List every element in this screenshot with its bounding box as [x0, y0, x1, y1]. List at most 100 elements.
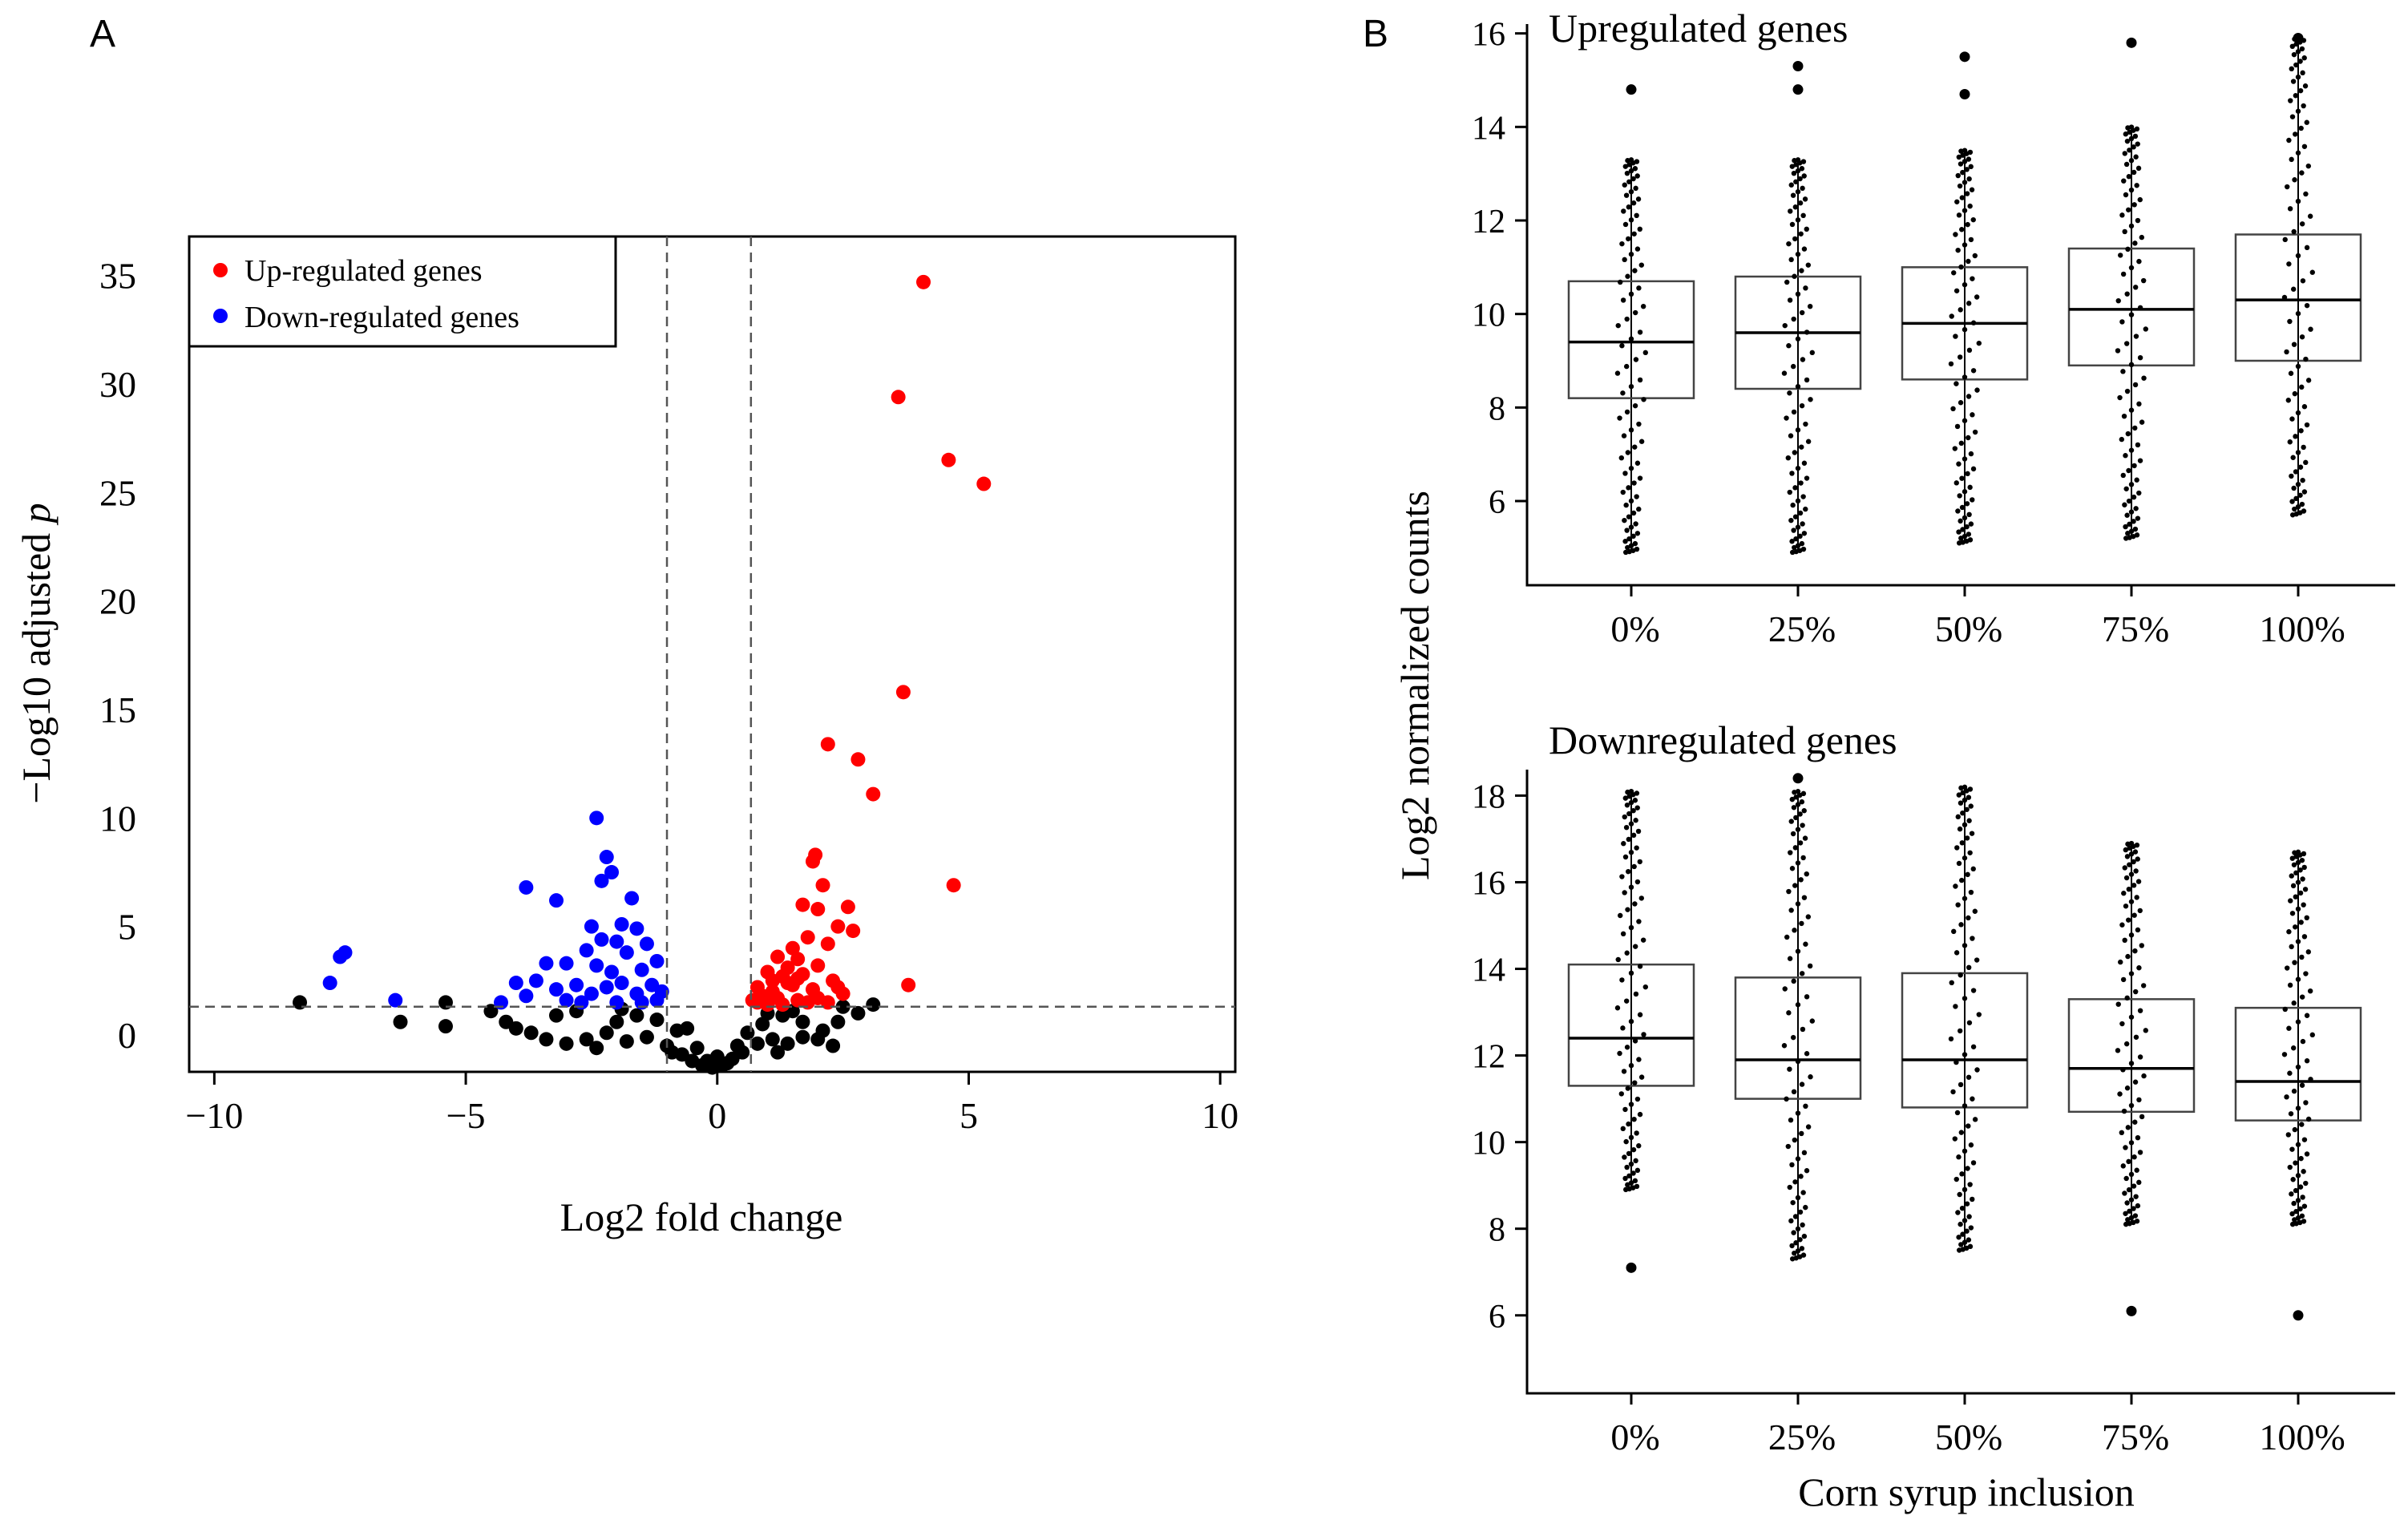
y-tick-label: 6 [1489, 1299, 1505, 1336]
gene-point [1632, 1080, 1638, 1085]
gene-point [1974, 1067, 1980, 1073]
gene-point [2290, 79, 2297, 84]
gene-point [2122, 228, 2127, 235]
gene-point [1962, 180, 1968, 185]
gene-point [1950, 1089, 1956, 1095]
up-regulated-point [891, 390, 906, 405]
gene-point [2305, 378, 2312, 383]
gene-point [1622, 182, 1627, 188]
gene-point [2123, 1175, 2129, 1182]
gene-point [2135, 1134, 2141, 1141]
down-regulated-point [599, 850, 614, 865]
box-25% [1734, 61, 1862, 556]
gene-point [1637, 377, 1643, 383]
gene-point [2135, 141, 2140, 147]
gene-point [2131, 859, 2136, 865]
y-tick-label: 8 [1489, 1212, 1505, 1249]
gene-point [2135, 165, 2142, 172]
gene-point [1795, 217, 1801, 223]
down-regulated-point [589, 810, 604, 826]
gene-point [2117, 1091, 2123, 1097]
gene-point [1962, 242, 1968, 248]
gene-point [1799, 1081, 1805, 1087]
gene-point [1628, 1134, 1634, 1141]
gene-point [2295, 939, 2301, 944]
gene-point [2121, 891, 2127, 896]
gene-point [1628, 336, 1634, 342]
gene-point [2295, 74, 2301, 80]
gene-point [1626, 868, 1631, 875]
gene-point [1626, 236, 1631, 242]
gene-point [2131, 883, 2137, 888]
downregulated-boxplot: Downregulated genes 6 8 10 12 14 16 18 0% 25% 50… [1472, 718, 2395, 1457]
gene-point [1962, 895, 1968, 901]
gene-point [1626, 514, 1632, 519]
gene-point [1801, 531, 1808, 536]
up-regulated-point [846, 924, 861, 939]
gene-point [1954, 199, 1960, 204]
gene-point [2301, 851, 2307, 857]
gene-point [2291, 342, 2297, 347]
y-tick-label: 14 [1472, 952, 1505, 989]
non-significant-point [549, 1008, 564, 1023]
gene-point [2128, 1102, 2135, 1109]
y-tick-label: 10 [99, 798, 136, 839]
gene-point [1624, 528, 1630, 533]
volcano-y-axis-title-italic: p [14, 503, 59, 525]
gene-point [1622, 517, 1627, 523]
gene-point [2119, 436, 2125, 443]
box-0% [1567, 788, 1695, 1273]
gene-point [1624, 170, 1630, 176]
gene-point [1966, 1020, 1973, 1025]
gene-point [1800, 790, 1807, 797]
gene-point [1781, 1043, 1788, 1049]
gene-point [1799, 920, 1804, 927]
up-regulated-point [840, 899, 855, 915]
gene-point [2131, 144, 2136, 150]
gene-point [1632, 166, 1638, 172]
down-regulated-point [549, 893, 564, 908]
non-significant-point [755, 1017, 770, 1032]
gene-point [2131, 519, 2136, 524]
gene-point [2290, 455, 2296, 460]
gene-point [1634, 531, 1641, 536]
gene-point [2301, 934, 2308, 940]
y-tick-label: 8 [1489, 390, 1505, 427]
gene-point [1964, 501, 1970, 507]
gene-point [1797, 840, 1804, 846]
gene-point [1969, 187, 1975, 192]
gene-point [2297, 59, 2303, 64]
gene-point [2131, 463, 2137, 469]
gene-point [2291, 1088, 2297, 1094]
x-tick-label: 0% [1610, 608, 1659, 649]
gene-point [1795, 1248, 1801, 1254]
gene-point [2136, 490, 2142, 496]
gene-point [1803, 941, 1808, 947]
gene-point [1801, 808, 1807, 814]
gene-point [2304, 302, 2310, 309]
gene-point [1957, 826, 1963, 832]
up-regulated-point [810, 958, 826, 973]
box [2234, 233, 2362, 362]
gene-point [2128, 187, 2135, 193]
gene-point [2293, 1160, 2298, 1166]
gene-point [1642, 350, 1649, 356]
y-tick-label: 20 [99, 581, 136, 622]
gene-point [1797, 510, 1804, 516]
gene-point [1960, 527, 1966, 532]
non-significant-point [609, 1014, 624, 1029]
gene-point [2133, 1194, 2139, 1199]
x-tick-label: 75% [2102, 608, 2169, 649]
gene-point [2289, 855, 2296, 861]
gene-point [1641, 397, 1646, 402]
upregulated-y-ticks: 6 8 10 12 14 16 [1472, 17, 1527, 521]
gene-point [2300, 278, 2306, 284]
non-significant-point [629, 1008, 644, 1023]
gene-point [2128, 509, 2135, 515]
outlier-point [1626, 84, 1637, 95]
up-regulated-point [790, 952, 806, 967]
gene-point [1795, 860, 1801, 866]
volcano-points [293, 274, 992, 1075]
gene-point [1958, 1130, 1965, 1135]
gene-point [1634, 212, 1639, 219]
